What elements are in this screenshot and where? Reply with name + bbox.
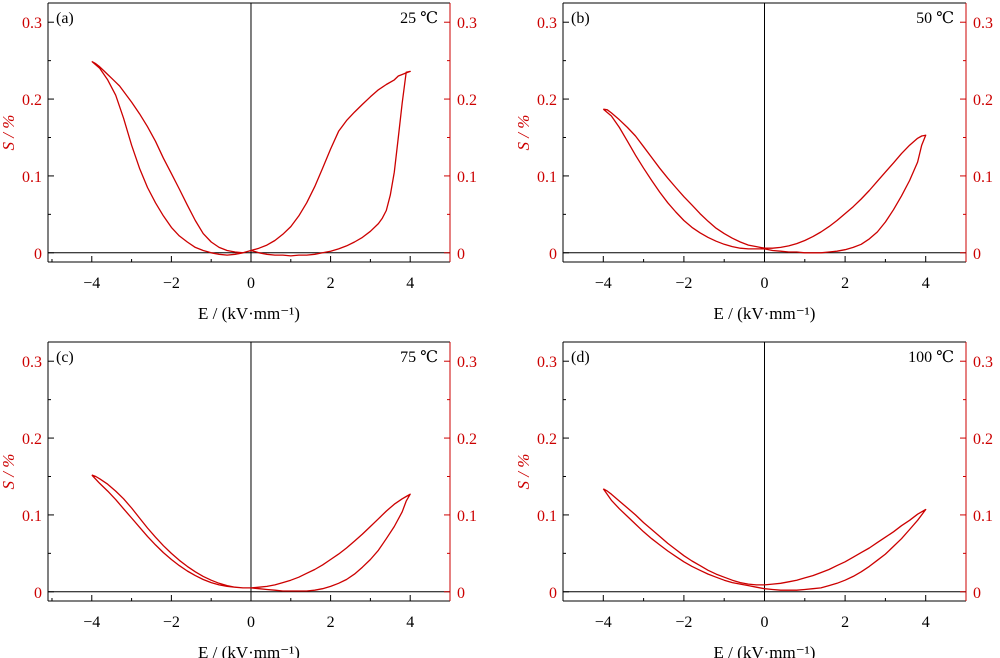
x-axis-title: E / (kV·mm⁻¹): [714, 643, 816, 658]
y-tick-label-left: 0.3: [537, 354, 557, 371]
y-axis-title: S / %: [514, 454, 533, 490]
x-tick-label: −2: [675, 275, 692, 292]
y-tick-label-right: 0.3: [457, 354, 477, 371]
x-tick-label: −4: [595, 275, 612, 292]
panel-label: (d): [571, 349, 590, 366]
y-tick-label-left: 0: [34, 246, 42, 263]
x-axis-title: E / (kV·mm⁻¹): [198, 304, 300, 323]
x-axis-title: E / (kV·mm⁻¹): [714, 304, 816, 323]
panel-label: (a): [56, 10, 74, 27]
x-tick-label: −2: [163, 275, 180, 292]
y-tick-label-right: 0.1: [973, 508, 993, 525]
x-tick-label: −4: [595, 614, 612, 631]
panel-c: −4 −2 0 2 4 0 0 0.1 0.1 0.2 0.2 0.3 0.3 E / (kV·mm⁻¹)…: [0, 341, 477, 658]
y-tick-label-left: 0: [549, 246, 557, 263]
y-tick-label-left: 0.2: [22, 431, 42, 448]
y-tick-label-right: 0.3: [973, 15, 993, 32]
x-tick-label: 2: [327, 614, 335, 631]
y-tick-label-right: 0: [973, 585, 981, 602]
x-tick-label: −2: [163, 614, 180, 631]
x-tick-label: −4: [83, 275, 100, 292]
x-tick-label: 4: [922, 614, 930, 631]
y-tick-label-right: 0.1: [973, 169, 993, 186]
y-tick-label-left: 0.3: [537, 15, 557, 32]
strain-loop-series: [91, 60, 411, 257]
y-tick-label-right: 0.2: [973, 92, 993, 109]
strain-loop-series: [91, 474, 411, 592]
y-axis-title: S / %: [0, 454, 18, 490]
x-tick-label: 4: [406, 275, 414, 292]
temperature-label: 50 ℃: [916, 10, 954, 27]
x-tick-label: 2: [327, 275, 335, 292]
temperature-label: 100 ℃: [908, 349, 954, 366]
y-tick-label-right: 0.2: [973, 431, 993, 448]
panel-label: (c): [56, 349, 74, 366]
x-tick-label: −2: [675, 614, 692, 631]
y-axis-title: S / %: [0, 115, 18, 151]
x-tick-label: 2: [841, 275, 849, 292]
temperature-label: 75 ℃: [400, 349, 438, 366]
y-tick-label-left: 0.2: [537, 431, 557, 448]
strain-loop-series: [602, 488, 927, 591]
y-tick-label-right: 0.2: [457, 431, 477, 448]
x-tick-label: 0: [247, 614, 255, 631]
y-tick-label-right: 0.2: [457, 92, 477, 109]
x-tick-label: 0: [761, 275, 769, 292]
y-tick-label-right: 0.1: [457, 169, 477, 186]
y-tick-label-right: 0: [457, 246, 465, 263]
panel-d: −4 −2 0 2 4 0 0 0.1 0.1 0.2 0.2 0.3 0.3 E / (kV·mm⁻¹)…: [514, 341, 993, 658]
panel-a: −4 −2 0 2 4 0 0 0.1 0.1 0.2 0.2 0.3 0.3 E / (kV·mm⁻¹)…: [0, 2, 477, 323]
y-tick-label-left: 0: [34, 585, 42, 602]
y-tick-label-left: 0.1: [537, 508, 557, 525]
panel-b: −4 −2 0 2 4 0 0 0.1 0.1 0.2 0.2 0.3 0.3 E / (kV·mm⁻¹)…: [514, 2, 993, 323]
y-tick-label-left: 0.1: [22, 508, 42, 525]
strain-loop-series: [602, 108, 927, 254]
y-tick-label-left: 0.3: [22, 354, 42, 371]
x-axis-title: E / (kV·mm⁻¹): [198, 643, 300, 658]
y-tick-label-right: 0.3: [973, 354, 993, 371]
y-tick-label-left: 0.3: [22, 15, 42, 32]
y-tick-label-right: 0: [973, 246, 981, 263]
y-tick-label-left: 0.1: [22, 169, 42, 186]
x-tick-label: 0: [247, 275, 255, 292]
y-tick-label-right: 0: [457, 585, 465, 602]
y-axis-title: S / %: [514, 115, 533, 151]
x-tick-label: 0: [761, 614, 769, 631]
x-tick-label: 4: [406, 614, 414, 631]
y-tick-label-left: 0: [549, 585, 557, 602]
temperature-label: 25 ℃: [400, 10, 438, 27]
x-tick-label: 4: [922, 275, 930, 292]
y-tick-label-left: 0.2: [537, 92, 557, 109]
y-tick-label-left: 0.1: [537, 169, 557, 186]
panel-label: (b): [571, 10, 590, 27]
y-tick-label-left: 0.2: [22, 92, 42, 109]
x-tick-label: −4: [83, 614, 100, 631]
x-tick-label: 2: [841, 614, 849, 631]
y-tick-label-right: 0.3: [457, 15, 477, 32]
y-tick-label-right: 0.1: [457, 508, 477, 525]
